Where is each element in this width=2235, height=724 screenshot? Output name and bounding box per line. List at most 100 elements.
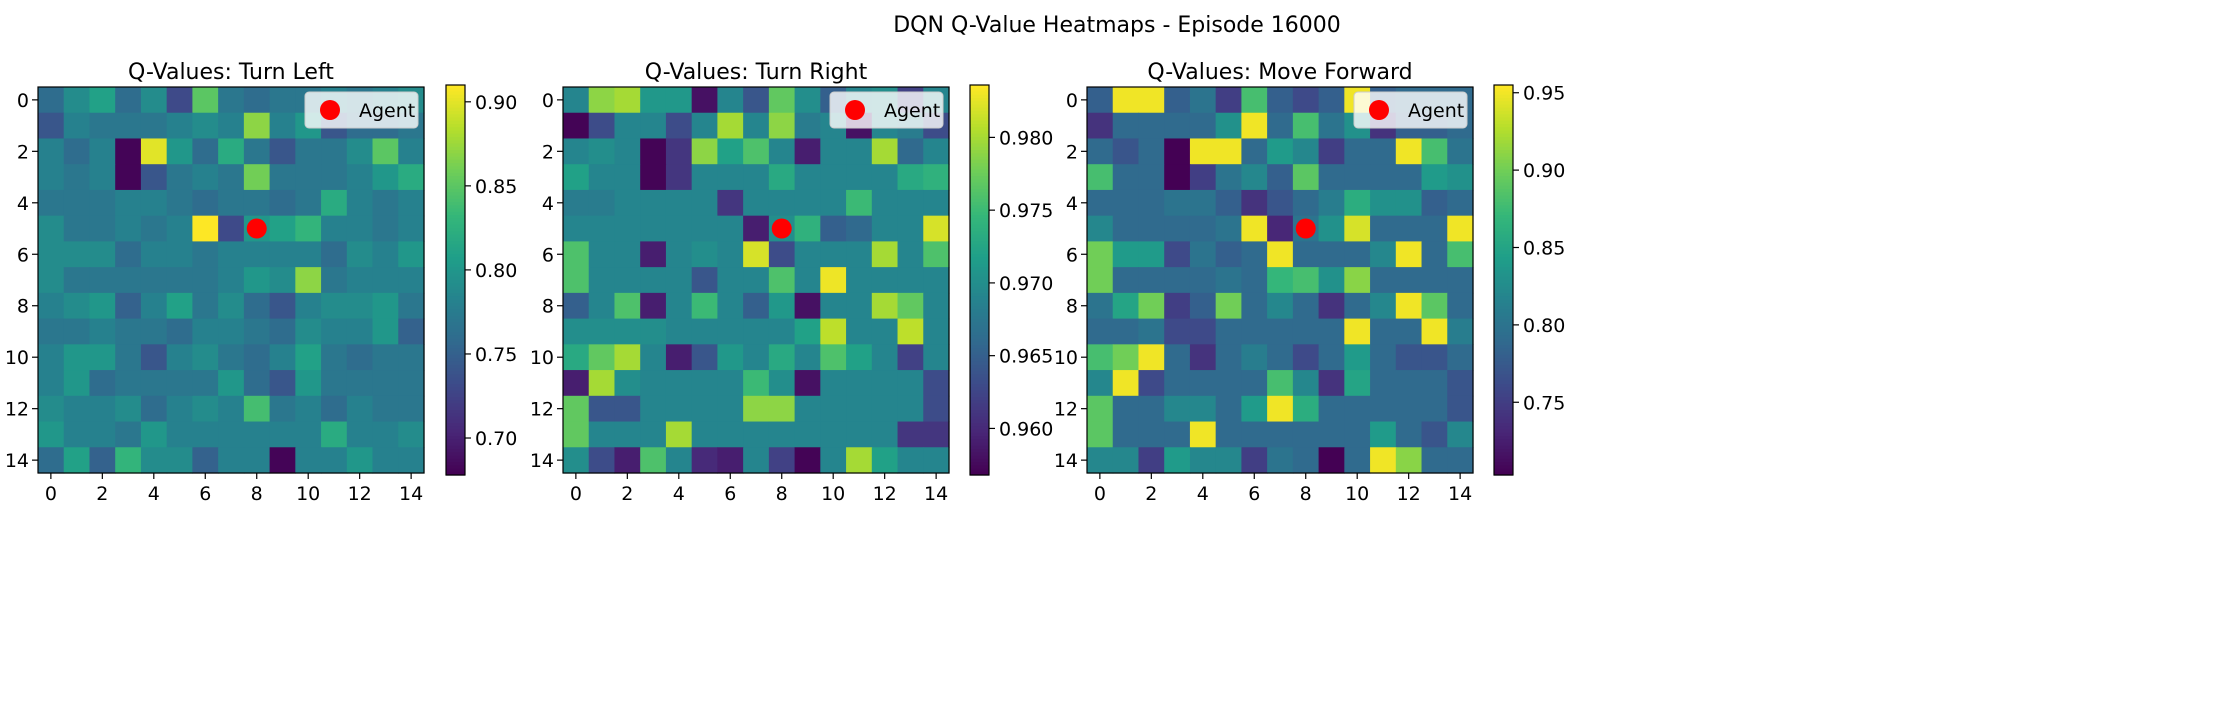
colorbar-segment (970, 130, 989, 135)
colorbar-segment (1494, 231, 1513, 236)
heatmap-cell (743, 241, 770, 268)
colorbar-segment (970, 176, 989, 180)
heatmap-cell (717, 318, 744, 345)
heatmap-cell (1395, 344, 1423, 371)
heatmap-cell (63, 164, 91, 191)
heatmap-cell (89, 189, 116, 217)
y-tick-label: 6 (542, 244, 554, 266)
heatmap-cell (1447, 395, 1474, 423)
colorbar-segment (1494, 111, 1513, 115)
heatmap-cell (1112, 370, 1140, 397)
heatmap-cell (38, 164, 65, 191)
heatmap-cell (1292, 267, 1320, 294)
agent-marker (1295, 218, 1316, 239)
heatmap-cell (140, 370, 168, 397)
y-tick-label: 2 (542, 141, 554, 163)
colorbar-segment (1494, 465, 1513, 470)
colorbar-segment (970, 117, 989, 122)
colorbar-segment (446, 143, 465, 148)
heatmap-cell (588, 189, 616, 217)
colorbar-segment (970, 231, 989, 236)
heatmap-cell (346, 267, 374, 294)
heatmap-cell (218, 164, 245, 191)
colorbar-segment (970, 322, 989, 327)
heatmap-cell (1138, 138, 1165, 165)
heatmap-cell (1318, 267, 1345, 294)
heatmap-cell (398, 395, 425, 423)
colorbar-segment (1494, 234, 1513, 239)
colorbar-segment (1494, 237, 1513, 242)
x-tick-label: 14 (399, 483, 423, 505)
colorbar-segment (970, 289, 989, 294)
heatmap-cell (166, 395, 193, 423)
heatmap-cell (218, 138, 245, 165)
heatmap-cell (1087, 292, 1114, 320)
heatmap-cell (1318, 189, 1345, 217)
y-tick-label: 2 (17, 141, 29, 163)
heatmap-cell (846, 344, 873, 371)
heatmap-cell (1318, 87, 1345, 114)
colorbar-tick-label: 0.75 (1523, 392, 1565, 414)
heatmap-cell (1215, 292, 1242, 320)
colorbar-segment (446, 384, 465, 388)
heatmap-cell (871, 164, 899, 191)
heatmap-cell (1447, 318, 1474, 345)
heatmap-cell (665, 164, 693, 191)
colorbar-frame (1493, 84, 1514, 476)
heatmap-cell (743, 421, 770, 448)
heatmap-cell (372, 215, 399, 242)
heatmap-cell (1395, 138, 1423, 165)
heatmap-cell (588, 395, 616, 423)
heatmap-cell (63, 112, 91, 140)
heatmap-cell (1344, 395, 1371, 423)
heatmap-cell (321, 344, 348, 371)
colorbar-segment (446, 189, 465, 193)
colorbar-segment (446, 231, 465, 236)
heatmap-cell (372, 189, 399, 217)
colorbar-segment (446, 270, 465, 275)
colorbar-segment (1494, 198, 1513, 203)
heatmap-cell (1292, 164, 1320, 191)
colorbar-segment (970, 257, 989, 262)
heatmap-cell (717, 292, 744, 320)
heatmap-cell (1215, 138, 1242, 165)
heatmap-cell (1189, 395, 1217, 423)
heatmap-cell (588, 241, 616, 268)
heatmap-cell (1395, 395, 1423, 423)
heatmap-cell (768, 344, 796, 371)
colorbar-segment (970, 354, 989, 359)
heatmap-cell (923, 344, 950, 371)
colorbar-segment (970, 137, 989, 141)
colorbar-segment (1494, 449, 1513, 453)
heatmap-cell (1189, 344, 1217, 371)
colorbar-segment (970, 260, 989, 265)
colorbar-segment (970, 361, 989, 366)
heatmap-cell (717, 189, 744, 217)
heatmap-cell (1138, 241, 1165, 268)
heatmap-cell (1112, 112, 1140, 140)
colorbar-segment (446, 182, 465, 187)
heatmap-cell (743, 112, 770, 140)
y-tick-label: 12 (1054, 399, 1078, 421)
heatmap-cell (1189, 215, 1217, 242)
heatmap-cell (372, 267, 399, 294)
heatmap-cell (1267, 164, 1294, 191)
heatmap-cell (346, 370, 374, 397)
heatmap-cell (63, 138, 91, 165)
y-tick-label: 10 (530, 347, 554, 369)
colorbar-segment (970, 198, 989, 203)
heatmap-cell (563, 292, 590, 320)
colorbar-segment (446, 296, 465, 301)
y-tick-label: 14 (1054, 450, 1078, 472)
heatmap-cell (1421, 189, 1448, 217)
heatmap-cell (923, 318, 950, 345)
heatmap-cell (192, 138, 219, 165)
colorbar-segment (970, 413, 989, 418)
heatmap-cell (768, 318, 796, 345)
heatmap-cell (1447, 447, 1474, 474)
heatmap-cell (295, 344, 322, 371)
heatmap-cell (1370, 138, 1397, 165)
heatmap-cell (218, 395, 245, 423)
colorbar-segment (446, 374, 465, 379)
heatmap-cell (897, 447, 924, 474)
